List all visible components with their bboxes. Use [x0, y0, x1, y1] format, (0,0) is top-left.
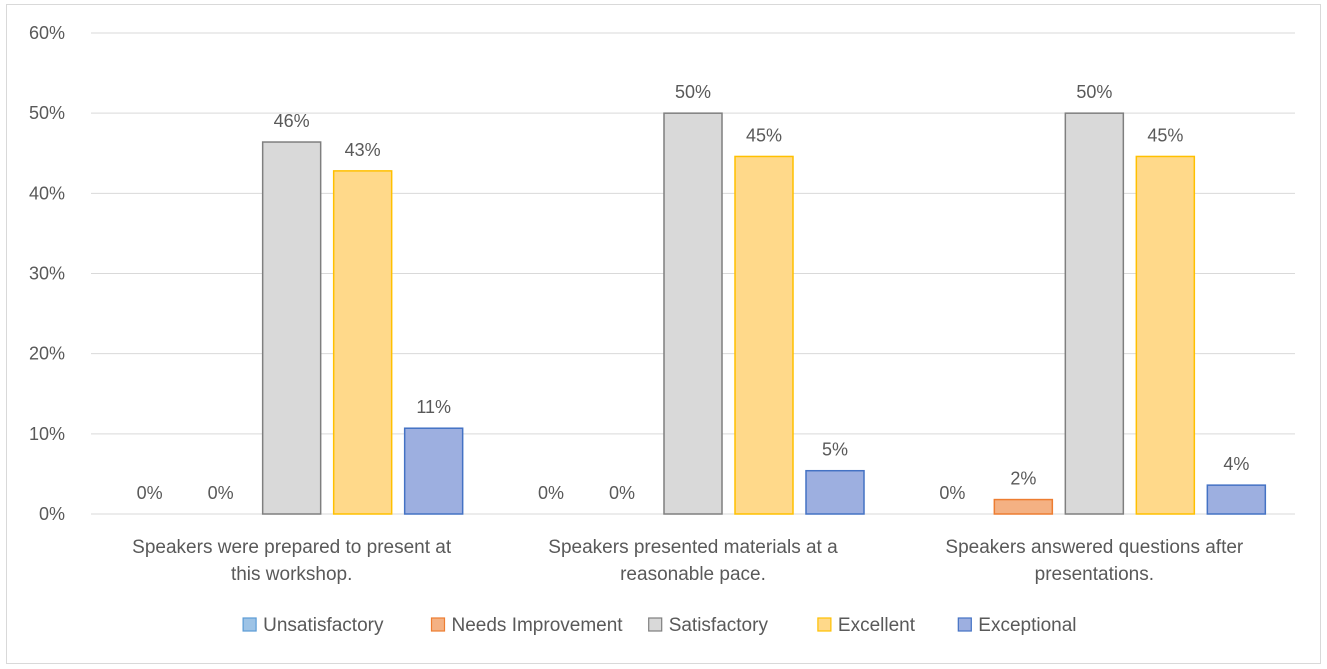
bar-satisfactory: [663, 112, 723, 515]
bar-exceptional: [1206, 484, 1267, 515]
legend: Unsatisfactory Needs Improvement Satisfact…: [242, 615, 1077, 636]
legend-label: Unsatisfactory: [263, 615, 384, 636]
category-label: Speakers presented materials at a reasona…: [548, 537, 838, 585]
data-label: 2%: [1010, 469, 1036, 489]
data-label: 0%: [137, 483, 163, 503]
chart-frame: 0% 10% 20% 30% 40% 50% 60% 0% 0% 46% 43% 11% 0% 0% 50…: [6, 4, 1321, 664]
y-tick-label: 10%: [29, 424, 65, 444]
category-labels: Speakers were prepared to present at this…: [132, 537, 1244, 585]
category-label: Speakers were prepared to present at this…: [132, 537, 452, 585]
y-tick-label: 50%: [29, 103, 65, 123]
bar-exceptional: [403, 427, 464, 515]
data-label: 0%: [609, 483, 635, 503]
data-label: 0%: [939, 483, 965, 503]
bar-exceptional: [805, 469, 865, 515]
data-label: 43%: [345, 140, 381, 160]
y-tick-label: 30%: [29, 264, 65, 284]
y-tick-label: 20%: [29, 344, 65, 364]
data-label: 46%: [274, 111, 310, 131]
legend-swatch: [430, 617, 446, 632]
data-label: 45%: [1147, 125, 1183, 145]
category-label: Speakers answered questions after present…: [945, 537, 1244, 585]
y-tick-label: 40%: [29, 183, 65, 203]
bar-satisfactory: [1064, 112, 1125, 515]
data-label: 4%: [1223, 454, 1249, 474]
legend-label: Exceptional: [978, 615, 1076, 636]
bar-excellent: [1135, 155, 1196, 515]
legend-label: Satisfactory: [669, 615, 769, 636]
legend-item-exceptional: Exceptional: [957, 615, 1077, 636]
data-label: 0%: [208, 483, 234, 503]
data-label: 50%: [1076, 82, 1112, 102]
y-axis-ticks: 0% 10% 20% 30% 40% 50% 60%: [29, 23, 65, 524]
data-label: 0%: [538, 483, 564, 503]
legend-item-needs-improvement: Needs Improvement: [430, 615, 624, 636]
bar-chart: 0% 10% 20% 30% 40% 50% 60% 0% 0% 46% 43% 11% 0% 0% 50…: [29, 23, 1295, 636]
legend-swatch: [242, 617, 257, 632]
data-labels: 0% 0% 46% 43% 11% 0% 0% 50% 45% 5% 0% 2% 50% 45% 4%: [137, 82, 1250, 503]
y-tick-label: 60%: [29, 23, 65, 43]
bar-excellent: [332, 170, 393, 515]
legend-label: Needs Improvement: [452, 615, 624, 636]
legend-item-unsatisfactory: Unsatisfactory: [242, 615, 384, 636]
data-label: 11%: [416, 397, 451, 417]
legend-swatch: [648, 617, 663, 632]
data-label: 50%: [675, 82, 711, 102]
legend-label: Excellent: [838, 615, 916, 636]
bars: [261, 112, 1267, 515]
data-label: 45%: [746, 125, 782, 145]
legend-item-satisfactory: Satisfactory: [648, 615, 769, 636]
legend-swatch: [957, 617, 972, 632]
data-label: 5%: [822, 440, 848, 460]
bar-excellent: [734, 155, 794, 515]
y-tick-label: 0%: [39, 504, 65, 524]
bar-needs-improvement: [993, 498, 1054, 515]
bar-satisfactory: [261, 141, 322, 515]
legend-swatch: [817, 617, 832, 632]
legend-item-excellent: Excellent: [817, 615, 916, 636]
